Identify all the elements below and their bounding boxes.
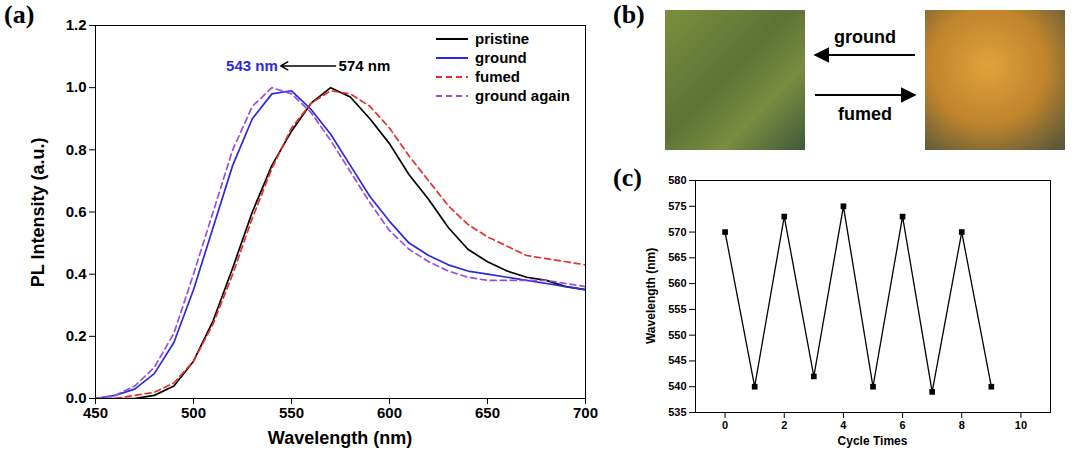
html-text:Cycle Times: Cycle Times: [837, 434, 908, 448]
html-text:(b): (b): [613, 0, 645, 29]
svg-text:650: 650: [475, 404, 500, 421]
svg-text:1.2: 1.2: [66, 16, 87, 33]
html-text:Wavelength (nm): Wavelength (nm): [644, 247, 659, 344]
svg-text:700: 700: [573, 404, 598, 421]
svg-text:450: 450: [83, 404, 108, 421]
svg-text:8: 8: [959, 419, 965, 431]
svg-text:0.2: 0.2: [66, 327, 87, 344]
html-text:ground again: ground again: [475, 87, 570, 104]
svg-text:535: 535: [668, 406, 686, 418]
html-text:Wavelength (nm): Wavelength (nm): [267, 428, 413, 448]
svg-text:0.4: 0.4: [66, 265, 88, 282]
svg-text:565: 565: [668, 251, 686, 263]
svg-text:543 nm: 543 nm: [226, 57, 278, 74]
svg-text:580: 580: [668, 174, 686, 186]
html-text:pristine: pristine: [475, 30, 530, 47]
svg-text:550: 550: [668, 329, 686, 341]
html-text:PL Intensity (a.u.): PL Intensity (a.u.): [27, 137, 48, 287]
svg-text:10: 10: [1015, 419, 1027, 431]
html-text:(c): (c): [613, 163, 642, 192]
svg-text:0.8: 0.8: [66, 141, 87, 158]
svg-text:ground: ground: [834, 27, 896, 47]
svg-text:0: 0: [722, 419, 728, 431]
svg-text:560: 560: [668, 277, 686, 289]
html-text:fumed: fumed: [475, 68, 520, 85]
svg-text:1.0: 1.0: [66, 78, 87, 95]
svg-text:575: 575: [668, 200, 686, 212]
svg-text:550: 550: [279, 404, 304, 421]
svg-text:6: 6: [900, 419, 906, 431]
svg-text:574 nm: 574 nm: [339, 57, 391, 74]
svg-text:570: 570: [668, 226, 686, 238]
html-text:(a): (a): [4, 0, 35, 29]
html-text:ground: ground: [475, 49, 527, 66]
svg-text:fumed: fumed: [838, 104, 892, 124]
svg-text:4: 4: [840, 419, 847, 431]
svg-text:555: 555: [668, 303, 686, 315]
svg-text:545: 545: [668, 354, 686, 366]
svg-text:540: 540: [668, 380, 686, 392]
svg-text:2: 2: [781, 419, 787, 431]
svg-text:0.0: 0.0: [65, 389, 87, 407]
svg-text:600: 600: [377, 404, 402, 421]
svg-text:500: 500: [181, 404, 206, 421]
svg-text:0.6: 0.6: [66, 203, 87, 220]
